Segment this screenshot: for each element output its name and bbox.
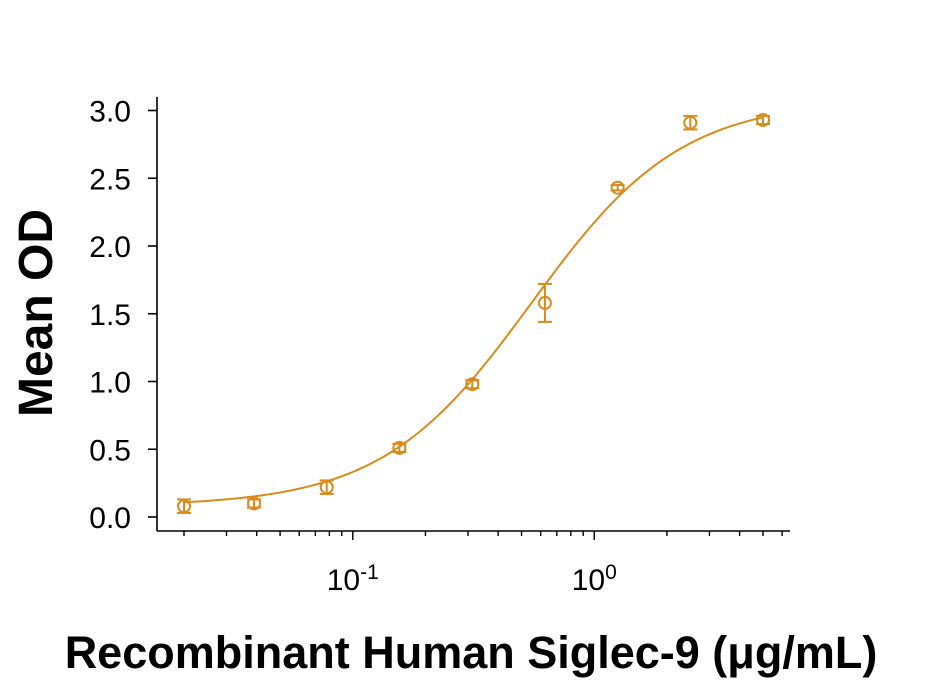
y-tick-label: 0.0	[89, 502, 131, 535]
data-point	[392, 440, 407, 455]
data-point	[465, 377, 480, 392]
x-tick-label: 10-1	[327, 561, 379, 597]
data-point	[683, 115, 698, 130]
data-point	[247, 496, 262, 511]
y-tick-label: 0.5	[89, 434, 131, 467]
data-point	[610, 180, 625, 195]
y-tick-label: 2.5	[89, 163, 131, 196]
y-tick-label: 2.0	[89, 231, 131, 264]
data-points-group	[177, 112, 770, 514]
y-axis: 0.0 0.5 1.0 1.5 2.0 2.5 3.0	[89, 96, 158, 535]
data-point	[319, 480, 334, 495]
y-axis-label: Mean OD	[10, 209, 63, 417]
y-tick-label: 3.0	[89, 96, 131, 129]
y-tick-label: 1.0	[89, 367, 131, 400]
x-tick-label: 100	[572, 561, 617, 597]
data-point	[177, 499, 191, 514]
x-axis-label: Recombinant Human Siglec-9 (μg/mL)	[65, 627, 878, 678]
data-point	[756, 112, 770, 127]
data-point	[537, 295, 552, 310]
fit-curve-line	[183, 116, 764, 504]
x-axis: 10-1 100	[157, 530, 790, 597]
y-tick-label: 1.5	[89, 299, 131, 332]
fit-curve-group	[183, 116, 764, 504]
